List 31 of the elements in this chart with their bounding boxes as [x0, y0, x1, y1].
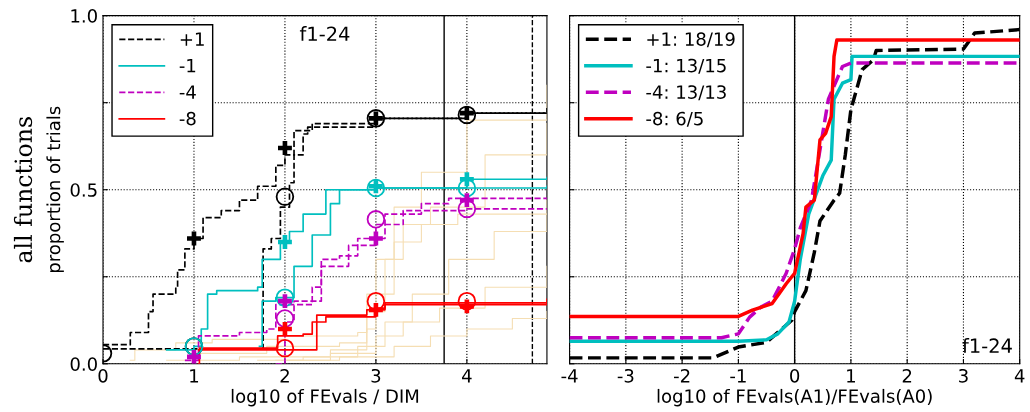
- x-tick-label: 2: [280, 368, 289, 383]
- chart-title: f1-24: [299, 26, 350, 41]
- x-axis-title: log10 of FEvals(A1)/FEvals(A0): [657, 388, 932, 407]
- legend-label: -8: 6/5: [646, 111, 703, 127]
- annotation: f1-24: [962, 338, 1012, 353]
- y-tick-label: 0.0: [70, 357, 97, 371]
- x-tick-label: 0: [98, 368, 108, 383]
- y-tick-label: 1.0: [71, 9, 97, 23]
- x-tick-label: 0: [790, 368, 800, 383]
- legend-label: -1: 13/15: [646, 58, 726, 74]
- text: all functions: [13, 117, 33, 263]
- legend-label: -1: [179, 58, 196, 73]
- x-tick-label: -1: [730, 369, 746, 383]
- y-tick-label: 0.5: [70, 183, 97, 197]
- x-axis-title: log10 of FEvals / DIM: [231, 388, 419, 407]
- x-tick-label: 1: [847, 369, 855, 383]
- y-axis-title: proportion of trials: [46, 106, 64, 273]
- legend-label: +1: 18/19: [647, 32, 735, 48]
- x-tick-label: 4: [462, 369, 472, 383]
- legend-label: +1: [180, 32, 204, 46]
- x-tick-label: -4: [561, 369, 578, 383]
- legend-label: -8: [179, 111, 196, 126]
- x-tick-label: 1: [190, 369, 199, 383]
- legend-label: -4: 13/13: [646, 85, 726, 101]
- x-tick-label: 3: [371, 368, 381, 383]
- x-tick-label: 3: [959, 368, 968, 383]
- x-tick-label: 4: [1014, 369, 1025, 383]
- x-tick-label: -2: [674, 368, 690, 383]
- x-tick-label: 2: [902, 368, 912, 383]
- x-tick-label: -3: [617, 368, 634, 383]
- legend-label: -4: [179, 85, 196, 99]
